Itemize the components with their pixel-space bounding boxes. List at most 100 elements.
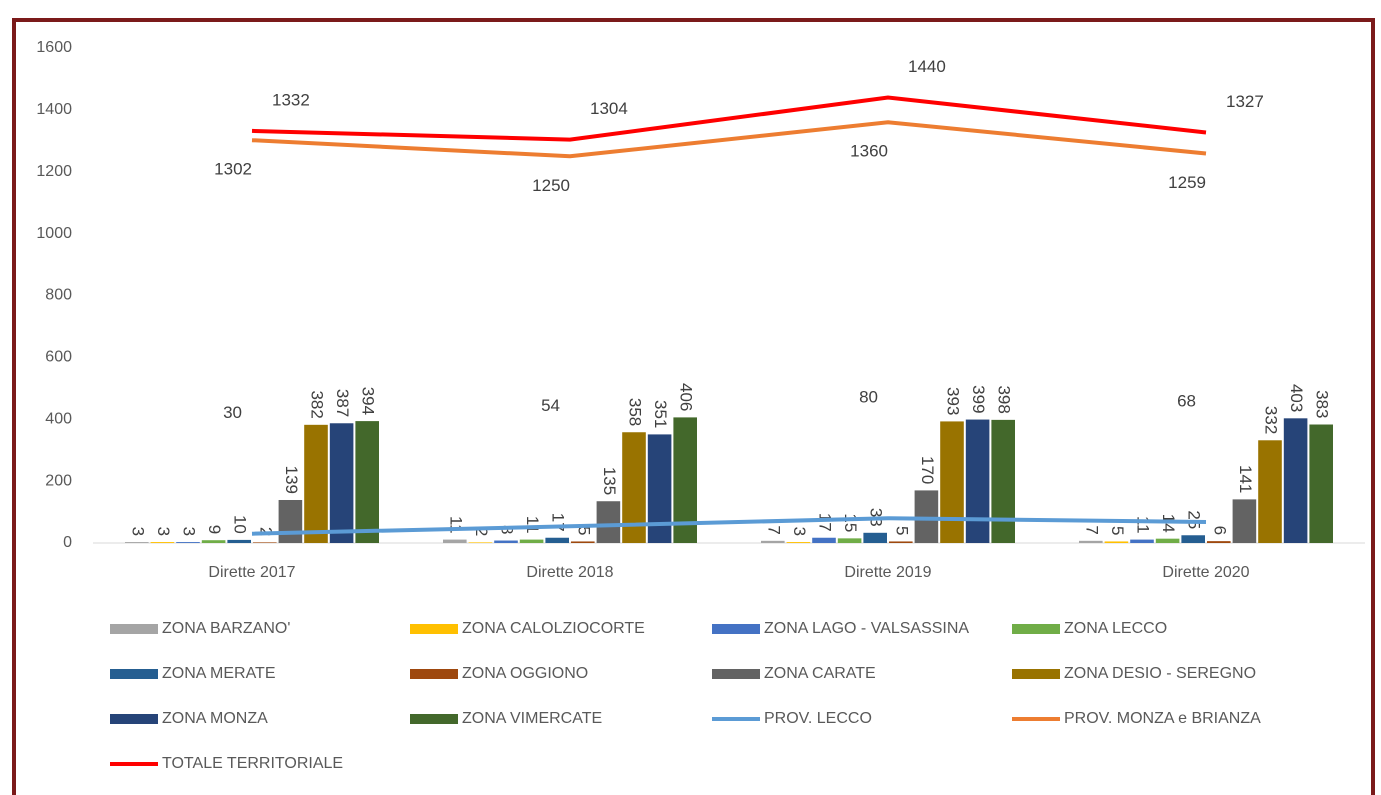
- bar: [304, 424, 328, 543]
- line-label: 1302: [214, 160, 252, 179]
- bar: [837, 538, 862, 543]
- bar: [545, 537, 569, 543]
- bar: [150, 542, 175, 543]
- bar-label: 382: [308, 390, 327, 418]
- legend-label: ZONA VIMERCATE: [462, 710, 602, 727]
- bar-label: 8: [498, 525, 517, 534]
- legend-swatch: [712, 669, 760, 679]
- bar: [1258, 440, 1282, 543]
- bar-label: 406: [677, 383, 696, 411]
- bar: [863, 532, 887, 543]
- legend-label: ZONA BARZANO': [162, 620, 290, 637]
- line: [251, 95, 1207, 142]
- legend-label: ZONA LECCO: [1064, 620, 1167, 637]
- bar: [1104, 541, 1129, 543]
- bar-label: 383: [1313, 390, 1332, 418]
- legend-swatch: [110, 714, 158, 724]
- bar-label: 17: [549, 513, 568, 532]
- bar-label: 11: [1134, 516, 1153, 534]
- bar: [176, 542, 200, 543]
- legend-swatch: [712, 624, 760, 634]
- bar-label: 141: [1236, 465, 1255, 493]
- legend-label: ZONA MERATE: [162, 665, 276, 682]
- bar-label: 25: [1185, 510, 1204, 529]
- y-tick-label: 1200: [36, 163, 72, 180]
- bar-label: 403: [1287, 384, 1306, 412]
- bar: [647, 434, 672, 543]
- legend-label: PROV. LECCO: [764, 710, 872, 727]
- line-label: 80: [859, 388, 878, 407]
- bar: [355, 421, 379, 543]
- bar-label: 3: [790, 527, 809, 536]
- legend-label: TOTALE TERRITORIALE: [162, 755, 343, 772]
- bar-label: 393: [944, 387, 963, 415]
- bar: [519, 539, 544, 543]
- bar-label: 387: [333, 389, 352, 417]
- bar-label: 5: [1108, 526, 1127, 535]
- bar-label: 2: [472, 527, 491, 536]
- line-label: 1304: [590, 99, 628, 118]
- bar: [596, 501, 621, 543]
- bar: [1232, 499, 1257, 543]
- bar: [1207, 541, 1231, 543]
- line-label: 1259: [1168, 173, 1206, 192]
- y-tick-label: 1400: [36, 101, 72, 118]
- bar: [494, 540, 518, 543]
- legend-swatch: [1012, 624, 1060, 634]
- line-label: 1332: [272, 90, 310, 109]
- bar-label: 6: [1210, 526, 1229, 535]
- bar: [812, 537, 836, 543]
- legend-label: ZONA DESIO - SEREGNO: [1064, 665, 1256, 682]
- bar-label: 358: [626, 398, 645, 426]
- bar-label: 139: [282, 466, 301, 494]
- line-label: 1360: [850, 142, 888, 161]
- bar: [278, 499, 303, 543]
- bar-label: 3: [128, 527, 147, 536]
- legend-swatch: [110, 669, 158, 679]
- bar-label: 7: [1082, 525, 1101, 534]
- bar: [940, 421, 964, 543]
- bar-label: 5: [574, 526, 593, 535]
- bar: [125, 542, 149, 543]
- legend-swatch: [410, 714, 458, 724]
- bar-label: 399: [969, 385, 988, 413]
- line: [251, 120, 1207, 159]
- line-label: 68: [1177, 391, 1196, 410]
- line-label: 1440: [908, 57, 946, 76]
- bar-label: 135: [600, 467, 619, 495]
- bar-label: 11: [523, 516, 542, 534]
- bar: [1155, 538, 1180, 543]
- bar-label: 10: [231, 515, 250, 534]
- bar: [1309, 424, 1333, 543]
- bar: [1283, 418, 1308, 543]
- line-label: 30: [223, 403, 242, 422]
- line: [251, 516, 1207, 536]
- bar: [443, 539, 467, 543]
- y-tick-label: 1600: [36, 39, 72, 56]
- y-tick-label: 200: [45, 472, 72, 489]
- legend-swatch: [1012, 669, 1060, 679]
- bar: [965, 419, 990, 543]
- bar: [227, 539, 251, 543]
- bar-label: 332: [1262, 406, 1281, 434]
- bar: [786, 542, 811, 543]
- line-label: 1250: [532, 176, 570, 195]
- bar: [468, 542, 493, 543]
- bar-label: 3: [154, 527, 173, 536]
- legend-swatch: [410, 669, 458, 679]
- x-tick-label: Dirette 2018: [526, 564, 613, 581]
- bar: [1130, 539, 1154, 543]
- y-tick-label: 0: [63, 534, 72, 551]
- bar: [673, 417, 697, 543]
- legend-label: ZONA LAGO - VALSASSINA: [764, 620, 969, 637]
- legend-swatch: [110, 624, 158, 634]
- bar-label: 5: [892, 526, 911, 535]
- legend-label: ZONA CALOLZIOCORTE: [462, 620, 645, 637]
- bar-label: 398: [995, 385, 1014, 413]
- bar: [329, 423, 354, 543]
- bar-label: 351: [651, 400, 670, 428]
- legend-label: ZONA CARATE: [764, 665, 876, 682]
- frame: [12, 18, 1375, 795]
- legend-label: ZONA MONZA: [162, 710, 268, 727]
- bar: [1079, 540, 1103, 543]
